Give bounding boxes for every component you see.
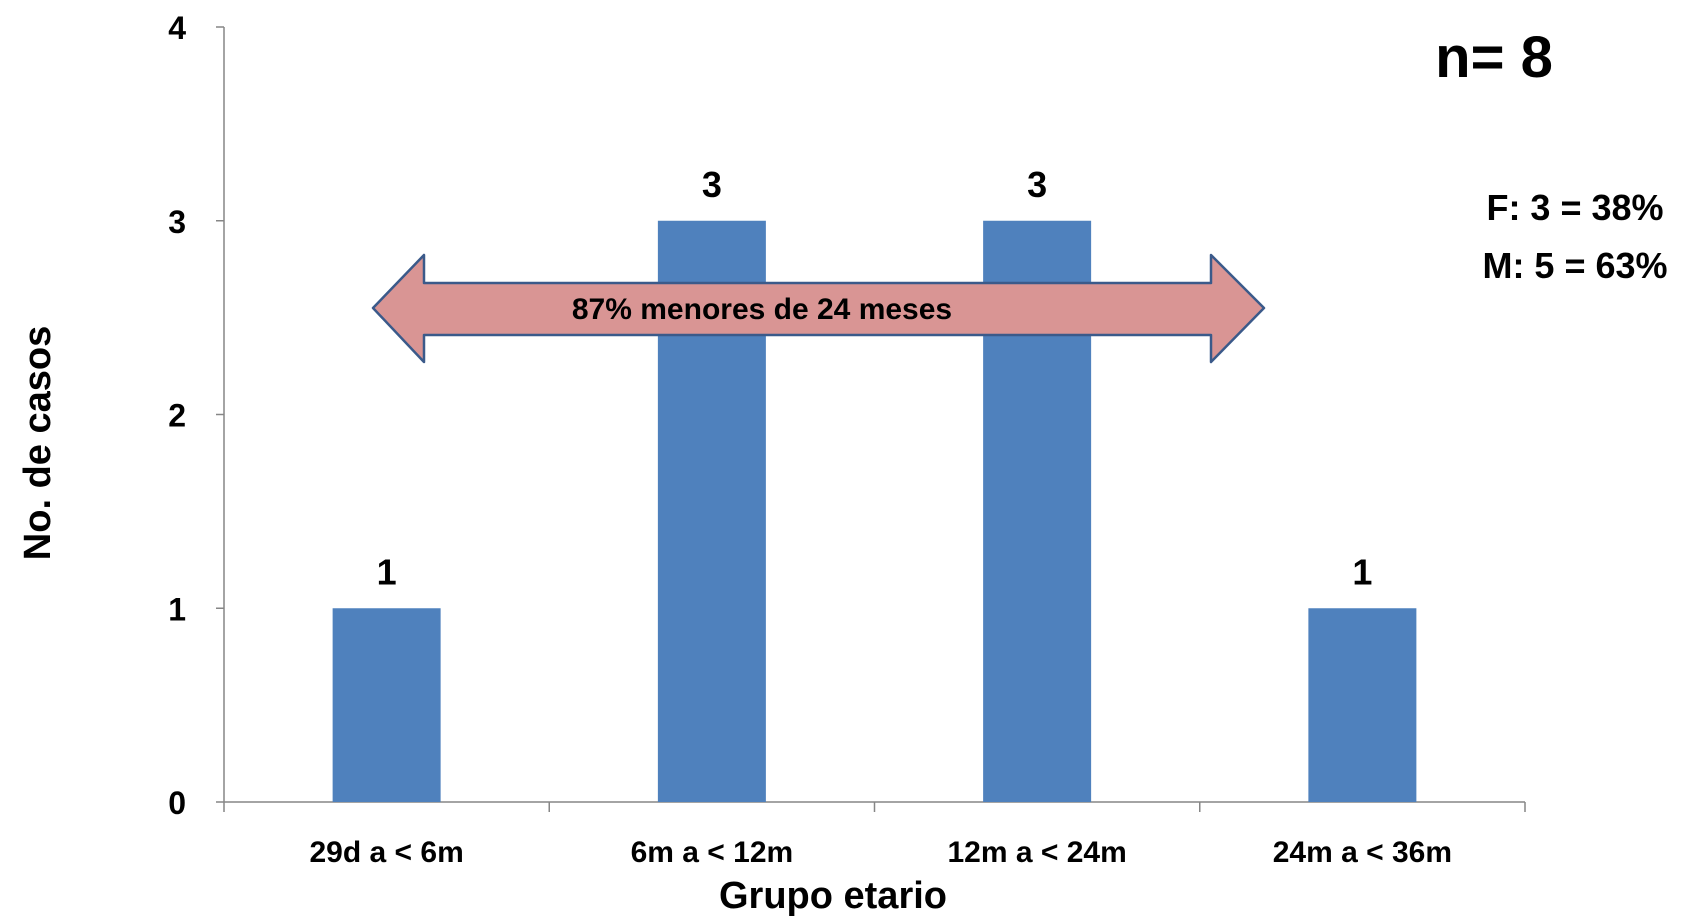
x-ticks bbox=[223, 802, 1526, 812]
y-axis-title: No. de casos bbox=[17, 326, 59, 560]
x-axis-title: Grupo etario bbox=[719, 875, 947, 916]
x-tick-label: 6m a < 12m bbox=[631, 836, 794, 869]
range-arrow bbox=[371, 253, 1266, 364]
data-label: 1 bbox=[1352, 551, 1372, 592]
y-tick-label: 0 bbox=[168, 785, 186, 821]
data-labels: 1 3 3 1 bbox=[377, 164, 1373, 593]
sex-male-label: M: 5 = 63% bbox=[1482, 245, 1667, 286]
data-label: 1 bbox=[377, 551, 397, 592]
x-tick-label: 24m a < 36m bbox=[1273, 836, 1452, 869]
y-tick-label: 4 bbox=[168, 10, 186, 46]
y-ticks bbox=[216, 26, 224, 803]
data-label: 3 bbox=[1027, 164, 1047, 205]
y-tick-labels: 0 1 2 3 4 bbox=[168, 10, 186, 821]
y-tick-label: 2 bbox=[168, 398, 186, 434]
bar bbox=[1308, 608, 1417, 802]
x-tick-labels: 29d a < 6m 6m a < 12m 12m a < 24m 24m a < 3… bbox=[309, 836, 1452, 869]
sample-size-label: n= 8 bbox=[1435, 25, 1553, 90]
x-tick-label: 12m a < 24m bbox=[947, 836, 1126, 869]
sex-female-label: F: 3 = 38% bbox=[1486, 187, 1663, 228]
x-tick-label: 29d a < 6m bbox=[309, 836, 463, 869]
y-tick-label: 3 bbox=[168, 204, 186, 240]
arrow-label: 87% menores de 24 meses bbox=[572, 293, 952, 326]
y-tick-label: 1 bbox=[168, 591, 186, 627]
bar bbox=[332, 608, 441, 802]
data-label: 3 bbox=[702, 164, 722, 205]
